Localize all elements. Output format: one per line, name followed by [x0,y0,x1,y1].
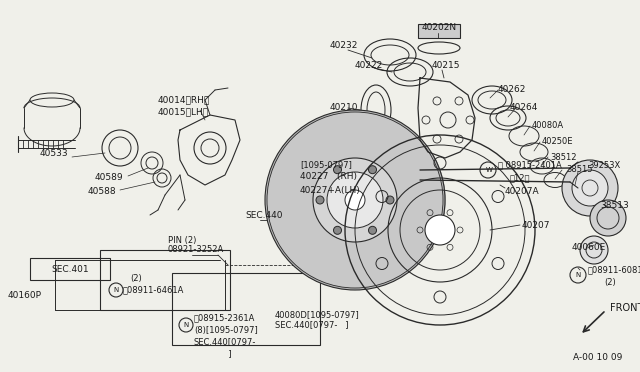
Bar [418,24,460,38]
Circle shape [369,226,376,234]
Circle shape [590,200,626,236]
Text: 40264: 40264 [510,103,538,112]
Text: 40250E: 40250E [542,138,573,147]
Text: [1095-0797]: [1095-0797] [300,160,352,170]
Text: FRONT: FRONT [610,303,640,313]
Circle shape [425,215,455,245]
Text: SEC.440: SEC.440 [245,211,282,219]
Circle shape [580,236,608,264]
Text: 40202N: 40202N [422,23,457,32]
Circle shape [369,166,376,174]
Text: A-00 10 09: A-00 10 09 [573,353,622,362]
Text: PIN (2): PIN (2) [168,235,196,244]
Text: N: N [575,272,580,278]
Bar [30,258,110,280]
Text: 40232: 40232 [330,41,358,49]
Text: 38513: 38513 [600,201,628,209]
Text: W: W [486,167,492,173]
Text: ⓝ08911-6081A: ⓝ08911-6081A [588,266,640,275]
Text: Ⓢ 08915-2401A: Ⓢ 08915-2401A [498,160,562,170]
Text: 38515: 38515 [566,166,593,174]
Text: 40060E: 40060E [572,244,606,253]
Text: 40080D[1095-0797]: 40080D[1095-0797] [275,311,360,320]
Text: 40533: 40533 [40,148,68,157]
Text: 40227+A(LH): 40227+A(LH) [300,186,361,195]
Text: (8)[1095-0797]: (8)[1095-0797] [194,326,258,334]
Circle shape [572,170,608,206]
Circle shape [265,110,445,290]
Text: SEC.440[0797-   ]: SEC.440[0797- ] [275,321,349,330]
Text: 40215: 40215 [432,61,461,70]
Text: 40207A: 40207A [505,187,540,196]
Text: 40262: 40262 [498,86,526,94]
Text: 40207: 40207 [522,221,550,230]
Text: (2): (2) [130,273,141,282]
Text: 40588: 40588 [88,187,116,196]
Circle shape [316,196,324,204]
Circle shape [562,160,618,216]
Text: 40160P: 40160P [8,291,42,299]
Circle shape [345,190,365,210]
Text: 39253X: 39253X [588,161,620,170]
Text: 40222: 40222 [355,61,383,70]
Text: 40227   (RH): 40227 (RH) [300,173,357,182]
Text: 08921-3252A: 08921-3252A [168,246,224,254]
Circle shape [267,112,443,288]
Text: SEC.440[0797-: SEC.440[0797- [194,337,257,346]
Bar [172,273,320,345]
Text: 40015〈LH〉: 40015〈LH〉 [158,108,209,116]
Text: N: N [113,287,118,293]
Text: ]: ] [210,350,232,359]
Text: 40589: 40589 [95,173,124,182]
Circle shape [313,158,397,242]
Circle shape [333,166,342,174]
Bar [100,250,230,310]
Circle shape [386,196,394,204]
Bar [295,143,405,185]
Text: ⓝ08911-6461A: ⓝ08911-6461A [123,285,184,295]
Circle shape [327,172,383,228]
Text: 〉12〉: 〉12〉 [510,173,531,183]
Text: 40210: 40210 [330,103,358,112]
Text: N: N [184,322,189,328]
Circle shape [333,226,342,234]
Text: 40014〈RH〉: 40014〈RH〉 [158,96,211,105]
Text: (2): (2) [604,278,616,286]
Text: SEC.401: SEC.401 [51,264,89,273]
Text: ⓝ08915-2361A: ⓝ08915-2361A [194,314,255,323]
Text: 40080A: 40080A [532,122,564,131]
Text: 38512: 38512 [550,153,577,161]
